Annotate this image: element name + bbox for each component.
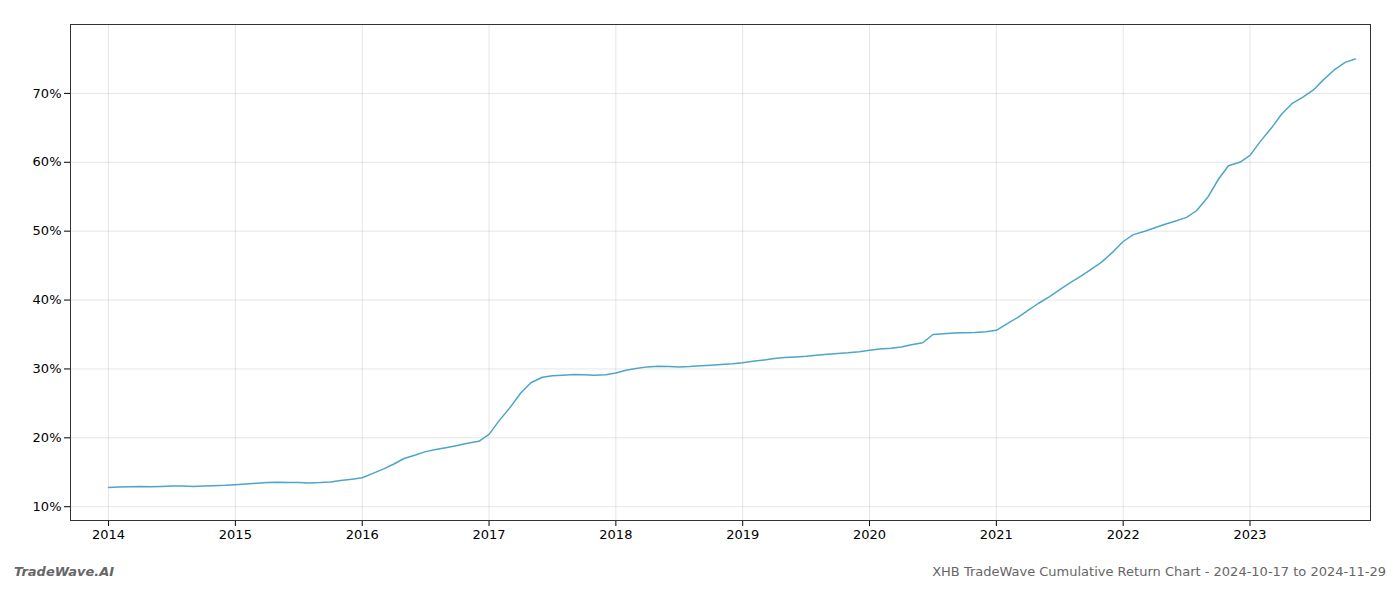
svg-text:2018: 2018 (599, 527, 632, 542)
svg-text:2020: 2020 (853, 527, 886, 542)
html-text:XHB TradeWave Cumulative Retur: XHB TradeWave Cumulative Return Chart - … (932, 564, 1386, 579)
svg-text:40%: 40% (33, 292, 62, 307)
svg-text:2017: 2017 (472, 527, 505, 542)
svg-text:2022: 2022 (1107, 527, 1140, 542)
svg-text:2021: 2021 (980, 527, 1013, 542)
svg-text:20%: 20% (33, 430, 62, 445)
svg-text:50%: 50% (33, 223, 62, 238)
svg-text:2014: 2014 (92, 527, 125, 542)
svg-text:30%: 30% (33, 361, 62, 376)
svg-text:2019: 2019 (726, 527, 759, 542)
svg-text:2023: 2023 (1233, 527, 1266, 542)
svg-text:2015: 2015 (219, 527, 252, 542)
svg-text:70%: 70% (33, 86, 62, 101)
html-text:TradeWave.AI: TradeWave.AI (14, 564, 115, 579)
svg-text:60%: 60% (33, 154, 62, 169)
svg-text:2016: 2016 (346, 527, 379, 542)
svg-text:10%: 10% (33, 499, 62, 514)
